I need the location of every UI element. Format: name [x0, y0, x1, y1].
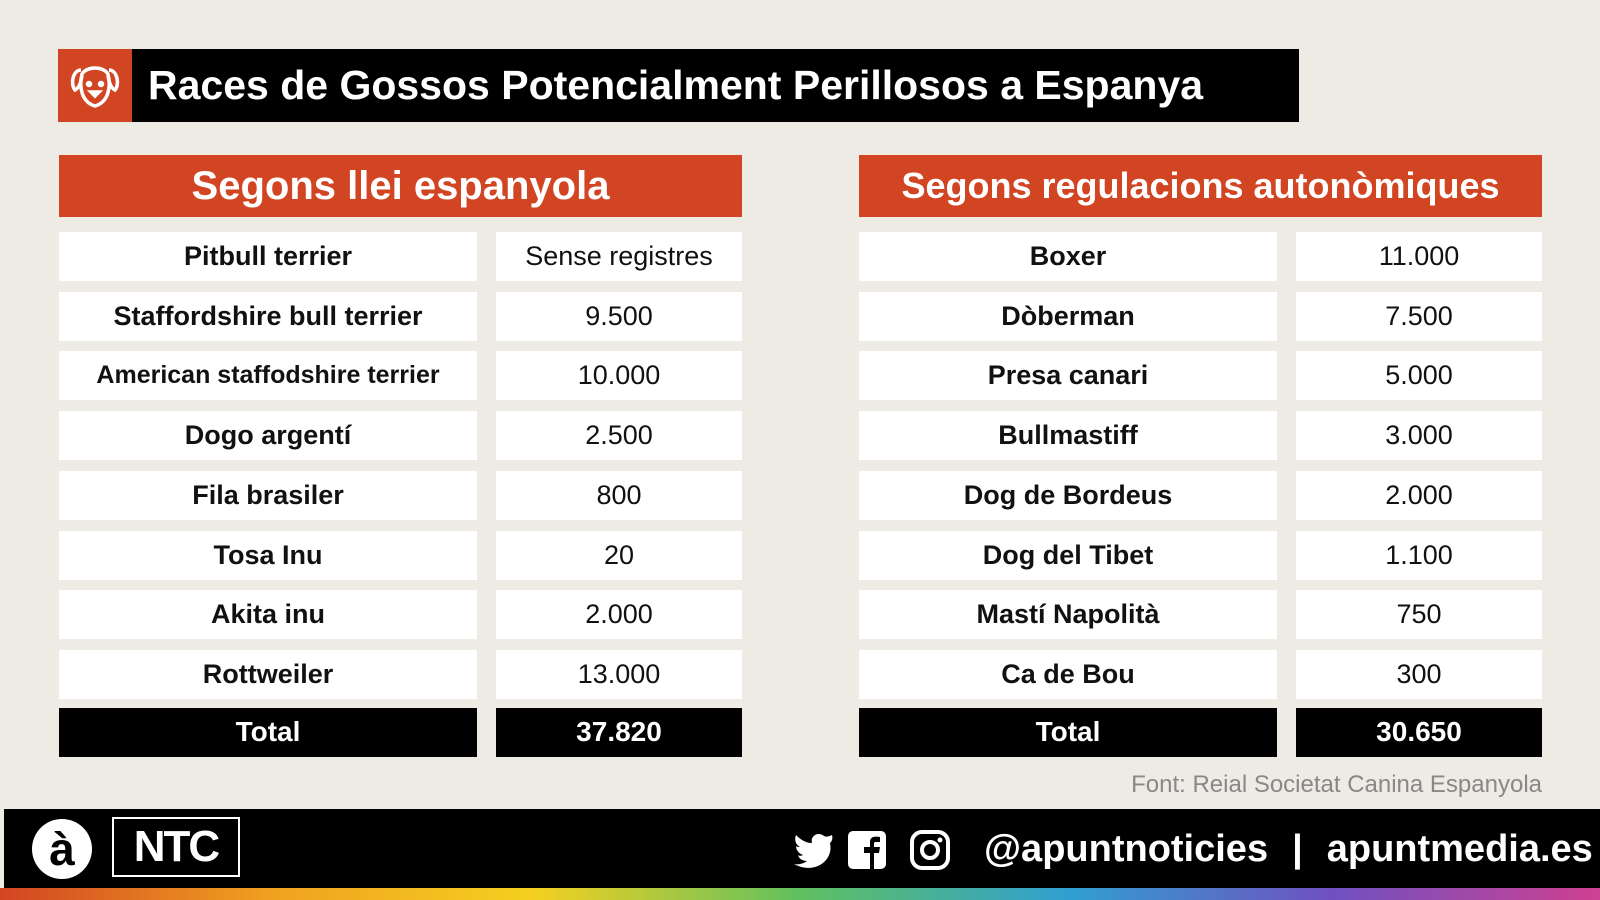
social-icons [794, 830, 950, 870]
total-label: Total [859, 707, 1277, 757]
row-name: Staffordshire bull terrier [59, 291, 477, 341]
row-name: Fila brasiler [59, 470, 477, 520]
brand: NTC [112, 817, 240, 877]
row-value: 2.000 [1296, 470, 1542, 520]
total-label: Total [59, 707, 477, 757]
source: Font: Reial Societat Canina Espanyola [1131, 771, 1542, 798]
table-header: Segons regulacions autonòmiques [859, 155, 1542, 217]
row-value: 10.000 [496, 351, 742, 401]
row-value: 300 [1296, 649, 1542, 699]
row-value: 2.500 [496, 411, 742, 461]
dog-icon-box [58, 49, 132, 122]
row-name: Akita inu [59, 590, 477, 640]
row-value: 11.000 [1296, 232, 1542, 281]
logo: à [32, 819, 92, 879]
dog-icon [70, 65, 120, 108]
title: Races de Gossos Potencialment Perillosos… [132, 49, 1299, 122]
row-name: Rottweiler [59, 649, 477, 699]
row-value: 2.000 [496, 590, 742, 640]
row-value: 750 [1296, 590, 1542, 640]
row-value: 7.500 [1296, 291, 1542, 341]
handle: @apuntnoticies [984, 827, 1269, 870]
total-value: 37.820 [496, 707, 742, 757]
row-name: Dogo argentí [59, 411, 477, 461]
row-name: Dòberman [859, 291, 1277, 341]
footer: à NTC @apuntnoticies | apuntmedia.es [4, 809, 1600, 888]
row-value: 800 [496, 470, 742, 520]
row-value: 1.100 [1296, 530, 1542, 580]
row-name: Boxer [859, 232, 1277, 281]
rainbow-strip [0, 888, 1600, 900]
row-name: Pitbull terrier [59, 232, 477, 281]
table-header: Segons llei espanyola [59, 155, 742, 217]
row-name: Tosa Inu [59, 530, 477, 580]
row-value: 5.000 [1296, 351, 1542, 401]
row-value: 3.000 [1296, 411, 1542, 461]
row-name: Bullmastiff [859, 411, 1277, 461]
row-name: Mastí Napolità [859, 590, 1277, 640]
row-value: Sense registres [496, 232, 742, 281]
footer-links: @apuntnoticies | apuntmedia.es [984, 819, 1593, 879]
row-value: 13.000 [496, 649, 742, 699]
row-value: 9.500 [496, 291, 742, 341]
row-name: Dog de Bordeus [859, 470, 1277, 520]
row-name: Presa canari [859, 351, 1277, 401]
row-name: American staffodshire terrier [59, 351, 477, 401]
separator: | [1292, 827, 1303, 870]
row-name: Dog del Tibet [859, 530, 1277, 580]
site: apuntmedia.es [1326, 827, 1593, 870]
row-value: 20 [496, 530, 742, 580]
row-name: Ca de Bou [859, 649, 1277, 699]
total-value: 30.650 [1296, 707, 1542, 757]
